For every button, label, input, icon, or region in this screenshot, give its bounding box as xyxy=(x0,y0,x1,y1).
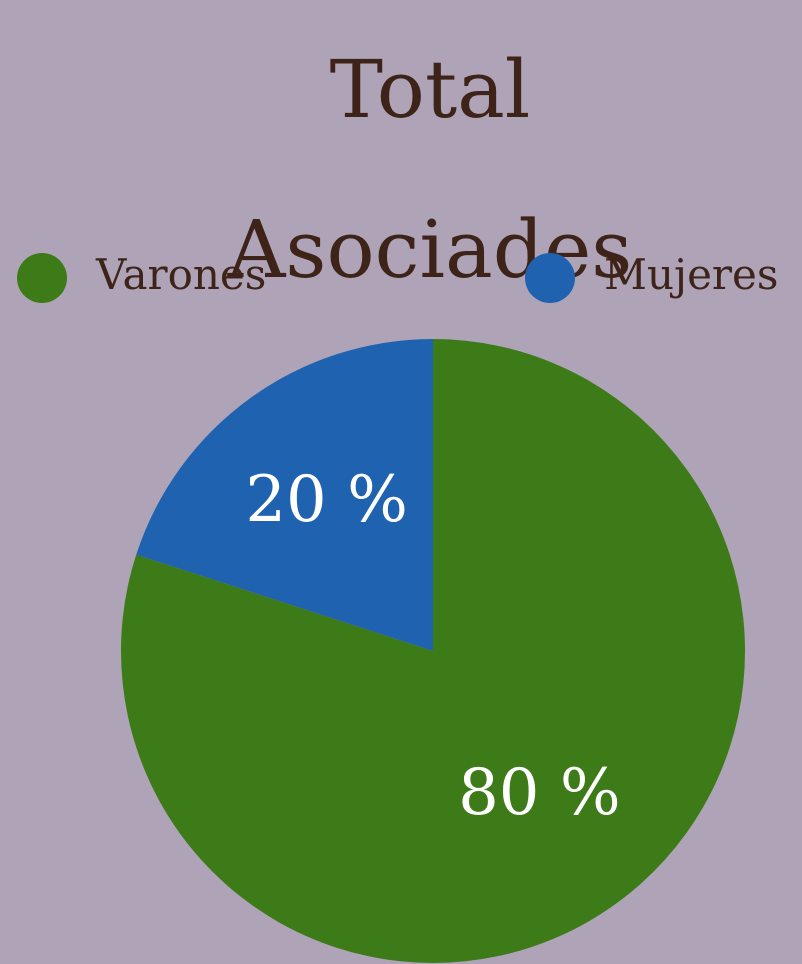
legend-label: Varones xyxy=(95,250,266,299)
legend-swatch xyxy=(525,253,575,303)
legend-swatch xyxy=(17,253,67,303)
slice-label: 80 % xyxy=(458,756,621,830)
legend-label: Mujeres xyxy=(604,250,778,299)
pie-slice xyxy=(136,339,433,651)
slice-label: 20 % xyxy=(245,463,408,537)
